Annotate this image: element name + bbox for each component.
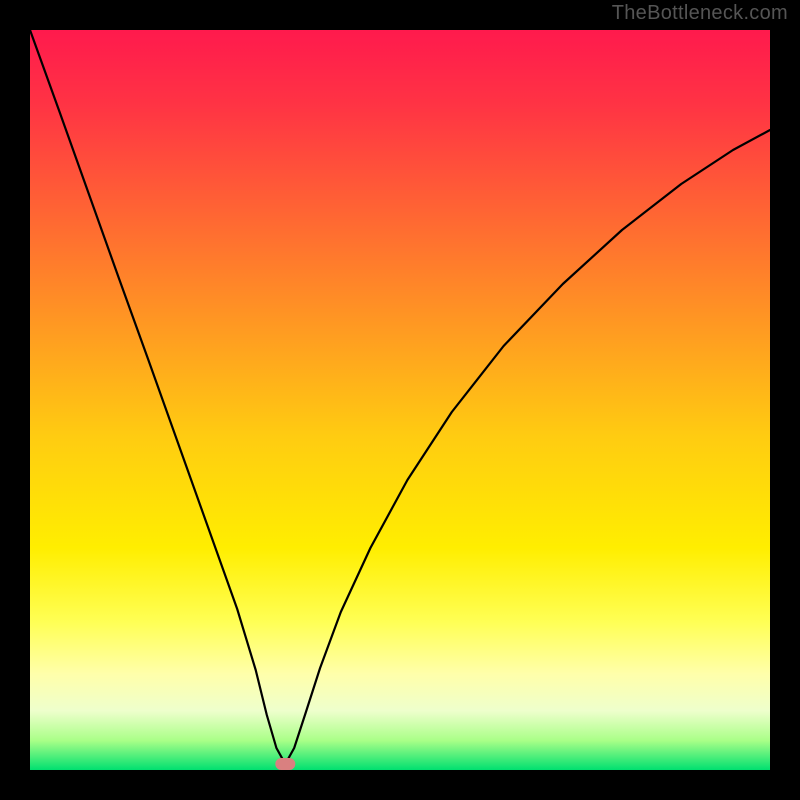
- watermark-text: TheBottleneck.com: [612, 2, 788, 25]
- chart-container: TheBottleneck.com: [0, 0, 800, 800]
- minimum-marker: [275, 758, 295, 770]
- chart-svg: [0, 0, 800, 800]
- plot-background: [30, 30, 770, 770]
